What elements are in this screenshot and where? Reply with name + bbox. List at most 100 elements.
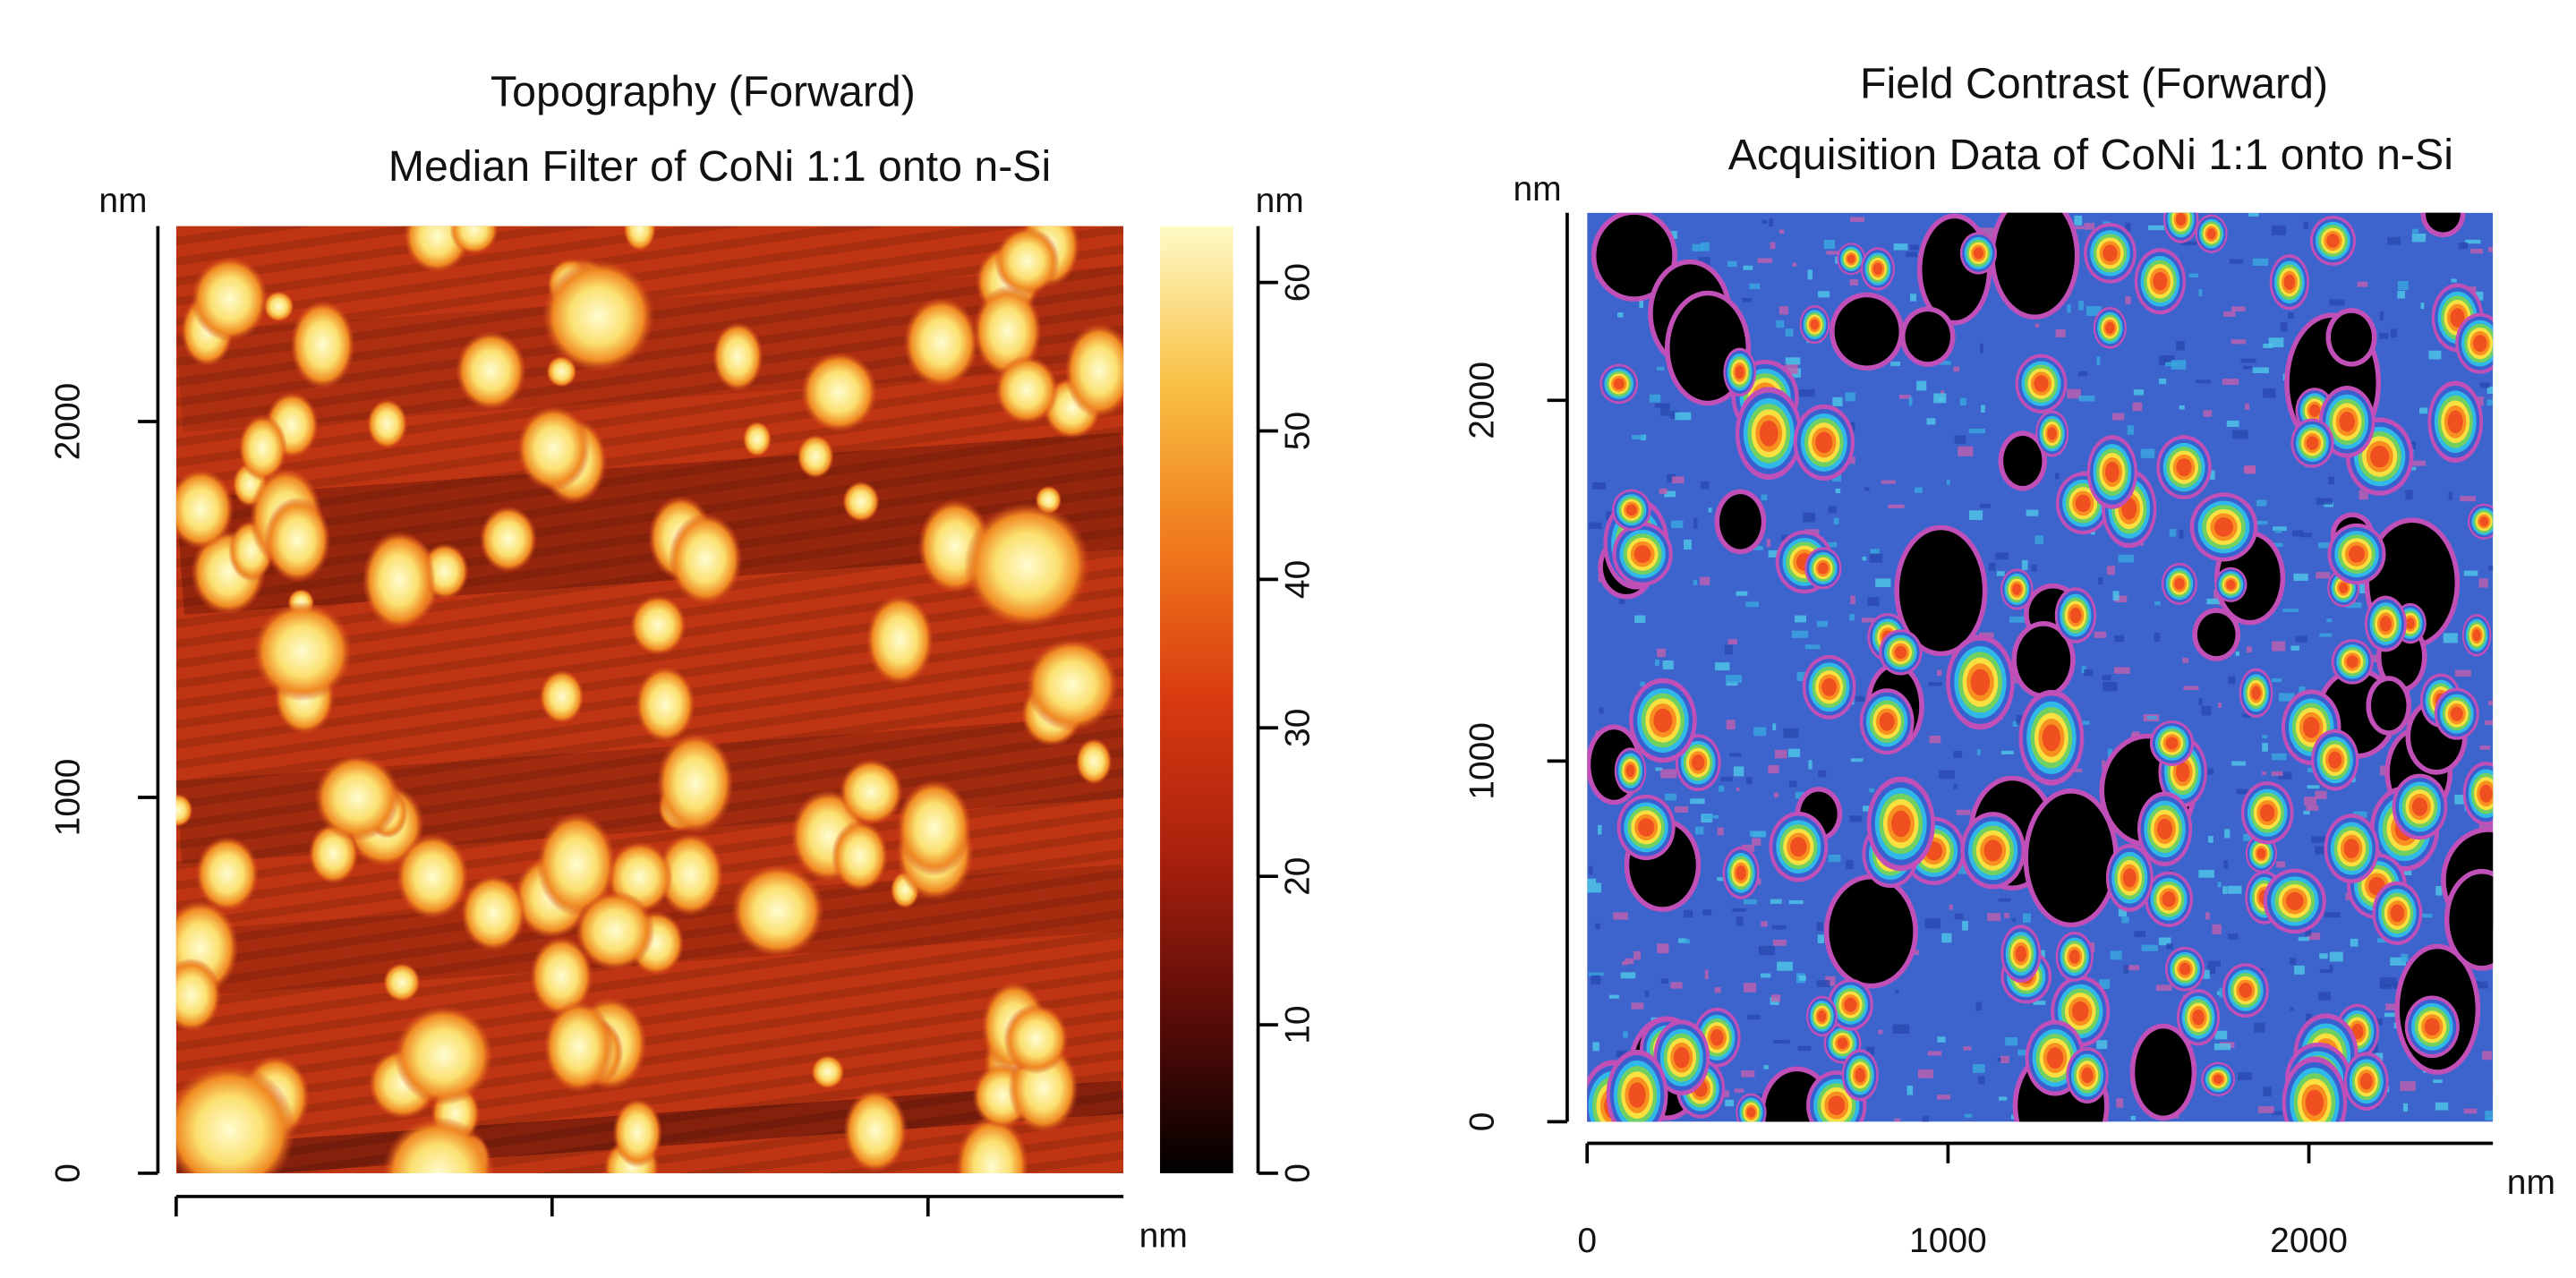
image-speck <box>1588 972 1604 976</box>
image-speck <box>1849 614 1855 621</box>
image-speck <box>1855 696 1865 703</box>
image-speck <box>2256 520 2268 525</box>
image-speck <box>1864 487 1870 491</box>
image-blob <box>1625 504 1637 516</box>
image-speck <box>2262 771 2266 776</box>
image-speck <box>1671 476 1685 484</box>
image-speck <box>1717 827 1724 836</box>
image-speck <box>2243 833 2256 841</box>
image-speck <box>2222 886 2228 894</box>
image-speck <box>1702 814 1719 819</box>
image-speck <box>1861 618 1875 623</box>
image-blob <box>2348 545 2366 563</box>
image-speck <box>1787 748 1801 758</box>
image <box>175 226 1124 1173</box>
image-blob <box>1746 1106 1756 1118</box>
image-speck <box>2236 788 2248 795</box>
image-speck <box>2479 746 2491 750</box>
image-speck <box>2492 1081 2494 1092</box>
image-speck <box>1939 361 1951 365</box>
image-speck <box>1752 838 1761 846</box>
image-speck <box>2271 771 2283 776</box>
image-hole <box>2331 312 2372 362</box>
image-speck <box>1674 805 1688 813</box>
image-speck <box>2169 529 2177 537</box>
image-speck <box>2358 490 2368 500</box>
image-speck <box>1753 546 1764 550</box>
y-axis-unit: nm <box>98 182 147 220</box>
image-speck <box>1587 882 1601 893</box>
image-blob <box>2339 582 2349 593</box>
image-blob <box>479 506 538 573</box>
image-blob <box>2192 1009 2205 1026</box>
image-speck <box>2454 669 2471 677</box>
image-speck <box>2357 281 2368 287</box>
image-blob <box>1828 1095 1846 1116</box>
image-blob <box>2239 983 2253 999</box>
image-speck <box>2329 951 2343 962</box>
image-speck <box>2433 1079 2443 1084</box>
image-speck <box>2375 1052 2384 1061</box>
image-speck <box>1816 620 1828 627</box>
image-blob <box>1879 711 1895 731</box>
image-speck <box>2411 228 2418 234</box>
image-speck <box>2307 933 2321 941</box>
image-speck <box>1616 1050 1628 1058</box>
image-speck <box>2478 578 2488 588</box>
image-blob <box>1983 839 2002 862</box>
image-speck <box>2282 609 2299 612</box>
image-blob <box>2213 517 2234 537</box>
image-speck <box>1625 958 1634 965</box>
image-speck <box>2243 465 2256 473</box>
image-blob <box>1810 319 1820 330</box>
image-blob <box>2015 945 2027 962</box>
image-blob <box>195 836 260 912</box>
image-speck <box>2448 491 2452 500</box>
image-speck <box>1660 407 1670 416</box>
image-speck <box>1662 660 1674 669</box>
image-speck <box>1833 517 1839 524</box>
image-speck <box>1741 1070 1755 1078</box>
image-speck <box>1769 218 1773 226</box>
image-hole <box>1994 212 2075 315</box>
image-speck <box>1778 306 1788 315</box>
image-speck <box>2130 1115 2136 1120</box>
image-speck <box>1906 251 1917 258</box>
image-speck <box>1968 428 1986 434</box>
image-speck <box>1783 728 1799 738</box>
image-blob <box>1710 1029 1724 1046</box>
image-speck <box>2004 912 2009 919</box>
image-speck <box>1766 539 1771 548</box>
image-blob <box>2162 891 2176 907</box>
image-speck <box>2305 928 2312 936</box>
image-blob <box>811 1054 845 1089</box>
image-blob <box>2251 686 2261 701</box>
image-speck <box>1668 231 1677 239</box>
image-speck <box>2114 595 2128 603</box>
image-speck <box>1665 793 1676 801</box>
image-speck <box>1894 1118 1901 1122</box>
image-hole <box>2016 626 2071 694</box>
image-speck <box>2067 304 2071 313</box>
image-speck <box>2218 702 2222 708</box>
image-speck <box>2201 705 2212 716</box>
image-speck <box>2113 667 2130 674</box>
image-speck <box>2103 681 2118 692</box>
image-speck <box>2141 944 2158 951</box>
image-speck <box>1732 907 1747 912</box>
image-speck <box>2324 912 2341 918</box>
image-speck <box>1613 912 1628 920</box>
image-speck <box>2179 405 2185 410</box>
image-speck <box>2435 1102 2449 1111</box>
image-blob <box>1815 431 1833 454</box>
image-speck <box>1761 921 1768 927</box>
image-speck <box>1772 940 1787 946</box>
image-speck <box>1927 1051 1942 1056</box>
image-speck <box>2016 714 2024 725</box>
image-speck <box>2055 473 2060 480</box>
image-blob <box>1844 997 1857 1012</box>
image-speck <box>1823 239 1836 250</box>
image-speck <box>1962 921 1968 931</box>
image-speck <box>2486 387 2494 395</box>
image-blob <box>2206 228 2216 240</box>
